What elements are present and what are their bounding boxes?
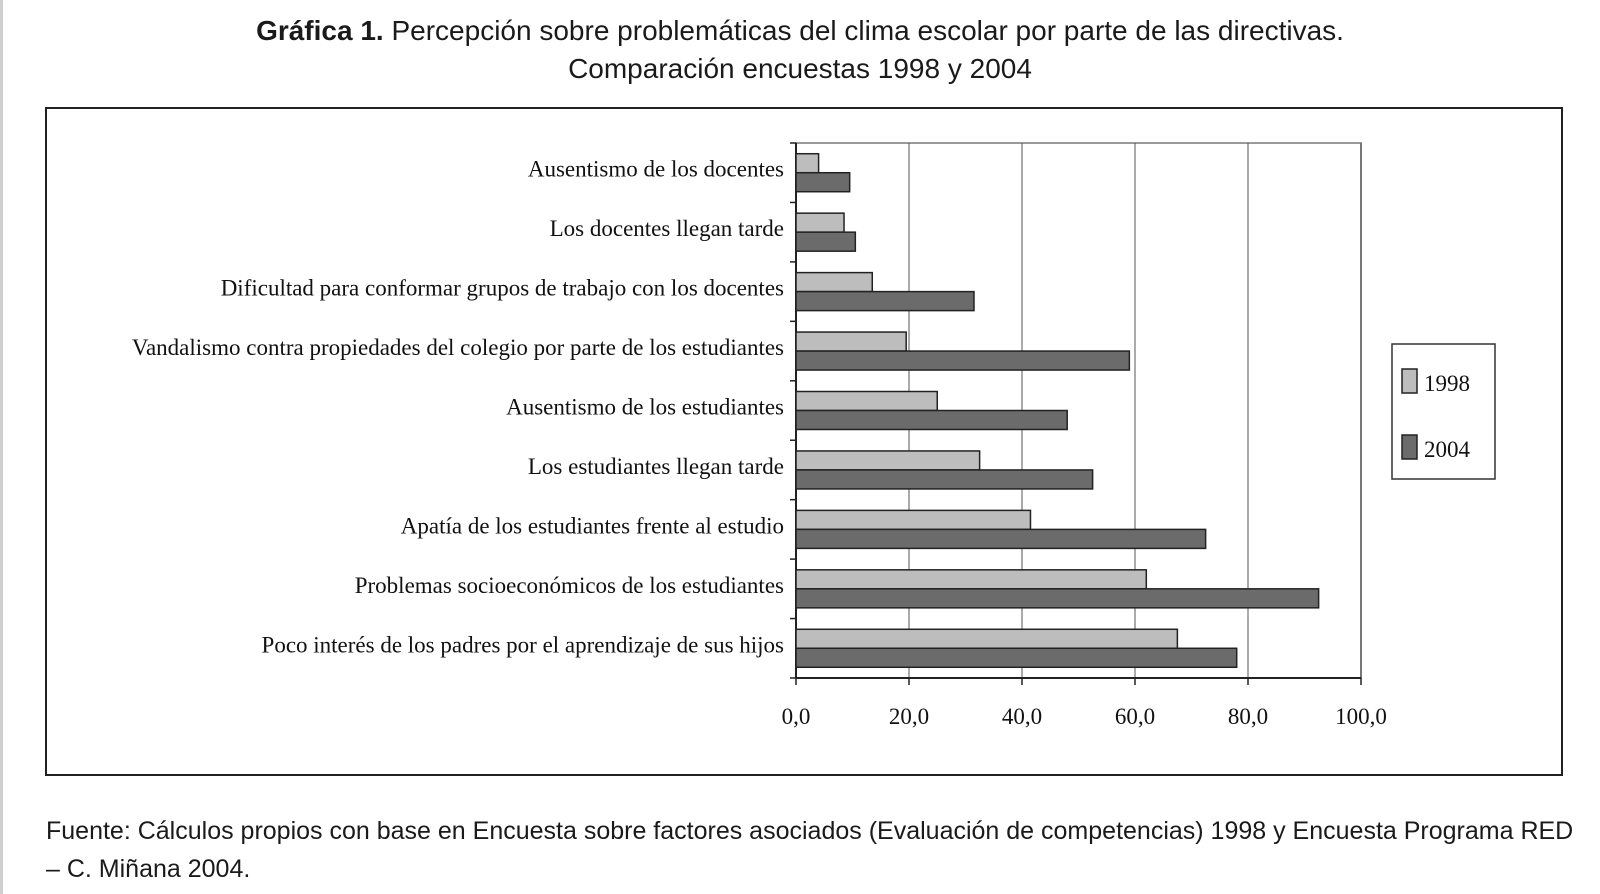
bar-2004-8 (795, 647, 1238, 669)
bar-1998-3 (795, 331, 907, 352)
legend-swatch-1998 (1401, 368, 1418, 394)
x-tick-label: 80,0 (1228, 704, 1268, 729)
bar-2004-0 (795, 171, 851, 193)
legend-label-1998: 1998 (1424, 371, 1470, 396)
category-label: Los estudiantes llegan tarde (528, 454, 784, 479)
caption-title: Percepción sobre problemáticas del clima… (391, 15, 1344, 46)
category-label: Ausentismo de los docentes (528, 157, 784, 182)
source-note: Fuente: Cálculos propios con base en Enc… (46, 817, 1574, 883)
legend-label-2004: 2004 (1424, 437, 1471, 462)
x-tick-label: 60,0 (1115, 704, 1155, 729)
legend-swatch-2004 (1401, 434, 1418, 460)
category-label: Apatía de los estudiantes frente al estu… (401, 513, 784, 538)
x-tick-label: 40,0 (1002, 704, 1042, 729)
bar-2004-7 (795, 588, 1320, 609)
category-label: Problemas socioeconómicos de los estudia… (355, 573, 784, 598)
bar-1998-1 (795, 212, 845, 233)
category-label: Poco interés de los padres por el aprend… (262, 632, 785, 657)
bar-1998-5 (795, 450, 981, 471)
x-tick-label: 0,0 (782, 704, 811, 729)
bar-2004-1 (795, 231, 857, 252)
page-left-rule (0, 0, 3, 894)
chart-caption: Gráfica 1. Percepción sobre problemática… (0, 12, 1600, 88)
x-tick-label: 20,0 (889, 704, 929, 729)
bar-1998-0 (795, 152, 820, 174)
category-label: Ausentismo de los estudiantes (506, 395, 784, 420)
bar-2004-5 (795, 469, 1094, 490)
caption-line-1: Gráfica 1. Percepción sobre problemática… (0, 12, 1600, 50)
bar-chart: 0,0 20,0 40,0 60,0 80,0 100,0 Ausentismo de lo… (132, 142, 1496, 729)
category-label: Dificultad para conformar grupos de trab… (221, 276, 784, 301)
bar-1998-8 (795, 628, 1179, 650)
bar-2004-3 (795, 350, 1131, 371)
bar-2004-4 (795, 409, 1068, 431)
bar-1998-7 (795, 569, 1148, 590)
bar-1998-2 (795, 271, 874, 293)
x-tick-label: 100,0 (1335, 704, 1387, 729)
bar-2004-2 (795, 290, 975, 312)
chart-frame: 0,0 20,0 40,0 60,0 80,0 100,0 Ausentismo de lo… (45, 107, 1563, 776)
bar-1998-4 (795, 390, 938, 412)
bar-1998-6 (795, 509, 1032, 531)
category-label: Los docentes llegan tarde (550, 216, 784, 241)
category-label: Vandalismo contra propiedades del colegi… (132, 335, 784, 360)
bar-2004-6 (795, 528, 1207, 550)
caption-label: Gráfica 1. (256, 15, 384, 46)
caption-line-2: Comparación encuestas 1998 y 2004 (568, 53, 1032, 84)
